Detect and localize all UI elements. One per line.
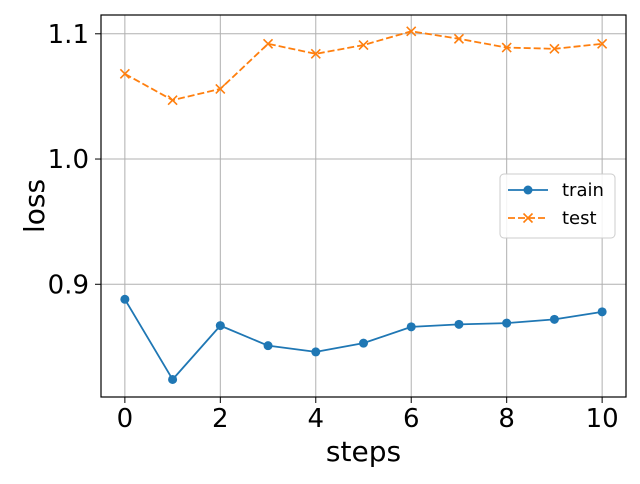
legend: train test [499,173,616,239]
data-point-test [262,38,274,49]
data-point-test [597,38,608,49]
marker-stroke [501,42,512,53]
data-point-train [311,347,321,357]
data-point-train [406,322,416,332]
x-tick-label: 0 [117,404,134,434]
data-point-train [359,338,368,348]
data-point-test [310,48,321,59]
marker-stroke [215,83,226,94]
legend-marker-train [523,185,533,195]
data-point-train [597,307,607,317]
legend-marker-test [522,212,534,224]
x-axis-label: steps [326,435,401,468]
y-tick-label: 1.1 [48,20,89,50]
data-point-test [406,26,417,37]
data-point-train [502,318,512,328]
legend-label-train: train [562,180,604,201]
marker-stroke [262,38,274,49]
data-point-train [168,374,178,384]
marker-stroke [310,48,321,59]
data-point-train [120,294,130,304]
x-tick-label: 6 [403,404,420,434]
x-tick-label: 2 [212,404,229,434]
data-point-test [549,43,560,54]
data-point-test [167,95,178,106]
marker-stroke [119,68,130,79]
x-tick-label: 8 [498,404,515,434]
y-tick-label: 0.9 [48,270,89,300]
data-point-train [454,319,464,329]
x-tick-label: 4 [307,404,324,434]
data-point-test [119,68,130,79]
y-tick-label: 1.0 [48,145,89,175]
data-point-train [263,341,273,351]
ticks: 0 2 4 6 8 10 0.9 1.0 1.1 [48,20,619,434]
data-point-train [549,314,559,324]
x-tick-label: 10 [586,404,619,434]
marker-stroke [167,95,178,106]
marker-stroke [522,212,534,224]
marker-stroke [406,26,417,37]
series-layer [119,26,608,384]
plot-frame [100,14,627,398]
data-point-test [453,33,465,44]
data-point-test [215,83,226,94]
marker-stroke [549,43,560,54]
series-line-test [124,30,603,102]
y-axis-label: loss [18,179,51,233]
data-point-test [358,39,369,51]
data-point-train [215,321,225,331]
marker-stroke [358,39,369,51]
marker-stroke [453,33,465,44]
legend-label-test: test [562,208,597,229]
data-point-test [501,42,512,53]
marker-stroke [597,38,608,49]
